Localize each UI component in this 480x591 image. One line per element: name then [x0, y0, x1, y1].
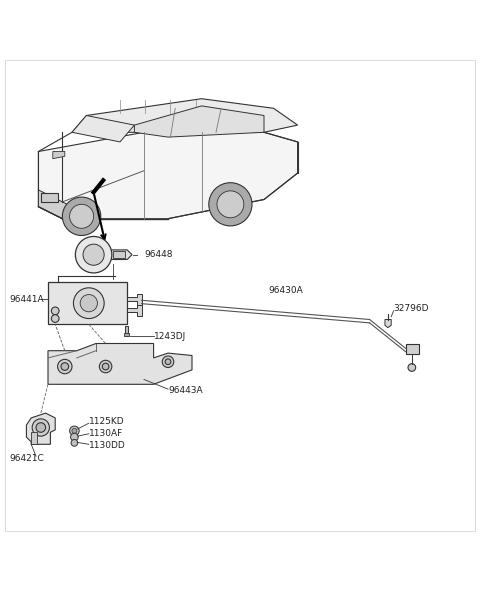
Text: 96448: 96448 [144, 250, 172, 259]
Circle shape [51, 307, 59, 314]
Polygon shape [48, 343, 192, 384]
Circle shape [73, 288, 104, 319]
Bar [125, 326, 128, 336]
Circle shape [72, 428, 77, 433]
Bar [113, 251, 125, 258]
Circle shape [83, 244, 104, 265]
Bar [41, 193, 58, 202]
Text: 32796D: 32796D [394, 304, 429, 313]
Circle shape [32, 419, 49, 436]
Circle shape [71, 440, 78, 446]
Circle shape [408, 363, 416, 371]
Circle shape [217, 191, 244, 217]
Text: 1125KD: 1125KD [89, 417, 124, 426]
Circle shape [61, 363, 69, 371]
Polygon shape [72, 115, 134, 142]
Circle shape [75, 236, 112, 273]
Text: 96443A: 96443A [168, 386, 203, 395]
Polygon shape [127, 294, 142, 304]
Polygon shape [134, 106, 264, 137]
Circle shape [80, 294, 97, 312]
Circle shape [62, 197, 101, 235]
Polygon shape [127, 305, 142, 316]
Polygon shape [38, 190, 86, 219]
Circle shape [70, 426, 79, 436]
Circle shape [165, 359, 171, 365]
Polygon shape [38, 132, 298, 219]
Bar [124, 333, 129, 336]
Circle shape [162, 356, 174, 368]
Circle shape [70, 204, 94, 228]
Polygon shape [26, 413, 55, 444]
Text: 96430A: 96430A [269, 286, 303, 295]
Circle shape [71, 433, 78, 441]
Bar [406, 343, 419, 354]
Polygon shape [53, 151, 65, 159]
Text: 1130AF: 1130AF [89, 428, 123, 438]
Polygon shape [72, 99, 298, 132]
Circle shape [102, 363, 109, 370]
Text: 1130DD: 1130DD [89, 441, 126, 450]
Polygon shape [385, 320, 391, 327]
Text: 96421C: 96421C [10, 454, 44, 463]
Circle shape [99, 361, 112, 373]
Circle shape [58, 359, 72, 374]
Polygon shape [109, 250, 132, 259]
Text: 1243DJ: 1243DJ [154, 332, 186, 341]
Circle shape [36, 423, 46, 432]
Text: 96441A: 96441A [10, 295, 44, 304]
Bar [48, 282, 127, 324]
Bar [31, 432, 37, 444]
Circle shape [209, 183, 252, 226]
Circle shape [51, 314, 59, 322]
